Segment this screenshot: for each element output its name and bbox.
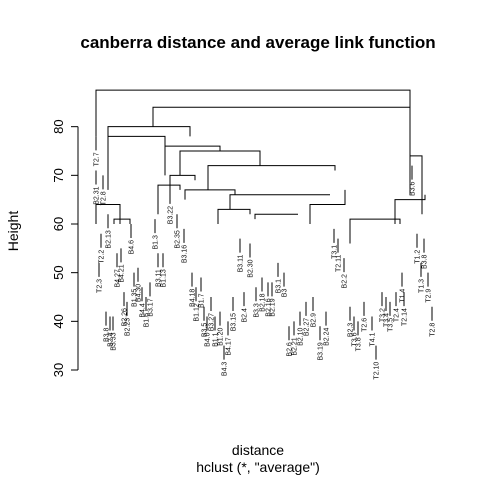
- leaf-label: B2.24: [324, 327, 331, 345]
- leaf-label: T2.3: [97, 279, 104, 293]
- leaf-label: B4.17: [226, 337, 233, 355]
- leaf-label: B3.22: [168, 206, 175, 224]
- dendrogram-merge: [108, 136, 165, 190]
- leaf-label: T2.11: [336, 255, 343, 272]
- leaf-label: T2.8: [101, 191, 108, 205]
- leaf-label: B2.4: [242, 308, 249, 323]
- leaf-label: B2.19: [270, 298, 277, 316]
- x-axis-label: distance: [232, 442, 284, 458]
- leaf-label: T2.4: [394, 308, 401, 322]
- leaf-label: B2.30: [248, 259, 255, 277]
- y-axis-label: Height: [5, 211, 21, 252]
- dendrogram-merge: [180, 151, 260, 175]
- leaf-label: T2.10: [374, 362, 381, 380]
- dendrogram-merge: [114, 219, 130, 224]
- leaf-label: B4.3: [222, 362, 229, 377]
- leaf-label: B1.13: [161, 269, 168, 287]
- leaf-label: B3.17: [148, 298, 155, 316]
- y-tick-label: 40: [51, 314, 66, 328]
- dendrogram-merge: [96, 90, 410, 136]
- leaf-label: B3: [282, 289, 289, 298]
- leaf-label: B4.0: [205, 332, 212, 347]
- leaf-label: B2.23: [125, 318, 132, 336]
- x-axis-sublabel: hclust (*, "average"): [196, 459, 320, 475]
- y-tick-label: 60: [51, 217, 66, 231]
- leaf-label: T1.3: [419, 279, 426, 293]
- leaf-label: B2.13: [106, 230, 113, 248]
- leaf-label: B3.8: [422, 254, 429, 269]
- leaf-label: T2.7: [94, 152, 101, 166]
- leaf-label: B1.3: [153, 235, 160, 250]
- dendrogram-merge: [185, 190, 235, 200]
- leaf-label: B3.6: [410, 181, 417, 196]
- leaf-label: T2.9: [426, 289, 433, 303]
- leaf-label: T3.8: [356, 337, 363, 351]
- leaf-label: B4.30: [136, 284, 143, 302]
- leaf-label: B2.31: [94, 186, 101, 204]
- dendrogram-merge: [153, 107, 410, 156]
- dendrogram-merge: [230, 195, 330, 210]
- dendrogram-merge: [255, 214, 298, 219]
- leaf-label: T2.2: [99, 250, 106, 264]
- leaf-label: B2.27: [304, 318, 311, 336]
- chart-title: canberra distance and average link funct…: [80, 33, 435, 52]
- leaf-label: B3.33: [111, 332, 118, 350]
- leaf-label: B4.6: [129, 240, 136, 255]
- leaf-label: T2.8: [430, 323, 437, 337]
- leaf-label: B2.9: [311, 313, 318, 328]
- leaf-label: B1.7: [199, 293, 206, 308]
- dendrogram-leaves: T2.7B2.31 T2.8T2.2T2.3B2.13B3.8B2.4B3.33B…: [94, 136, 437, 379]
- dendrogram-merge: [208, 166, 335, 190]
- y-tick-label: 50: [51, 265, 66, 279]
- leaf-label: T2.6: [362, 318, 369, 332]
- leaf-label: B3.16: [182, 245, 189, 263]
- leaf-label: T4.1: [370, 332, 377, 346]
- dendrogram-merge: [350, 219, 400, 243]
- y-tick-label: 70: [51, 168, 66, 182]
- y-axis: 30 40 50 60 70 80: [51, 119, 78, 377]
- leaf-label: B1.20: [218, 327, 225, 345]
- y-tick-label: 80: [51, 119, 66, 133]
- dendrogram-merge: [108, 127, 190, 181]
- leaf-label: T1.2: [415, 250, 422, 264]
- dendrogram-merge: [218, 209, 250, 224]
- leaf-label: B4.21: [119, 264, 126, 282]
- leaf-label: B3.11: [238, 255, 245, 273]
- leaf-label: T1.4: [400, 289, 407, 303]
- leaf-label: B3.27: [209, 313, 216, 331]
- y-tick-label: 30: [51, 363, 66, 377]
- dendrogram-branches: [96, 90, 425, 243]
- leaf-label: T2.14: [402, 308, 409, 326]
- leaf-label: B2.35: [175, 230, 182, 248]
- leaf-label: B3.15: [231, 313, 238, 331]
- leaf-label: B2.2: [342, 274, 349, 289]
